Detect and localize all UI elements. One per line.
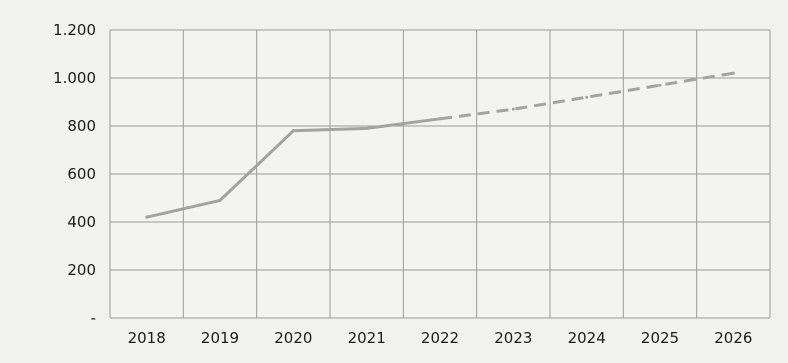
x-tick-label: 2026 [714,329,752,347]
x-tick-label: 2024 [568,329,606,347]
y-tick-label: 400 [67,213,96,231]
data-point [438,117,442,121]
y-tick-label: 800 [67,117,96,135]
data-point [291,129,295,133]
y-tick-label: 600 [67,165,96,183]
y-tick-label: - [91,309,96,327]
x-tick-label: 2022 [421,329,459,347]
data-point [218,198,222,202]
data-point [731,71,735,75]
data-point [585,95,589,99]
data-point [145,215,149,219]
y-tick-label: 1.200 [53,21,96,39]
data-point [658,83,662,87]
data-point [511,107,515,111]
x-tick-label: 2025 [641,329,679,347]
x-tick-label: 2019 [201,329,239,347]
x-tick-label: 2021 [348,329,386,347]
y-tick-label: 1.000 [53,69,96,87]
data-point [365,126,369,130]
x-tick-label: 2018 [128,329,166,347]
series-line-forecast [439,71,734,121]
x-tick-label: 2020 [274,329,312,347]
y-tick-label: 200 [67,261,96,279]
x-tick-label: 2023 [494,329,532,347]
